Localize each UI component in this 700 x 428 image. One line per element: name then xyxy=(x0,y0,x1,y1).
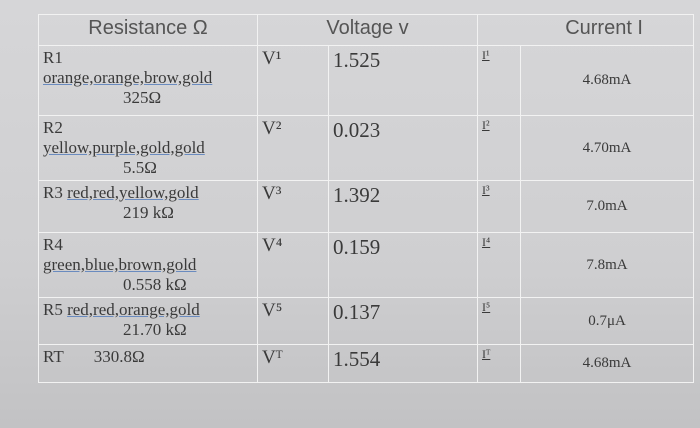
data-table: Resistance Ω Voltage v Current I R1 oran… xyxy=(38,14,694,383)
table-row: RT 330.8Ω Vᵀ 1.554 Iᵀ 4.68mA xyxy=(38,344,694,383)
resistance-value: 5.5Ω xyxy=(123,158,157,177)
color-bands: orange,orange,brow,gold xyxy=(43,68,213,87)
color-bands: red,red,orange,gold xyxy=(67,300,200,319)
table-body: R1 orange,orange,brow,gold 325Ω V¹ 1.525 I¹ 4… xyxy=(38,45,694,383)
color-bands: red,red,yellow,gold xyxy=(67,183,199,202)
voltage-value: 1.525 xyxy=(328,45,478,116)
voltage-value: 0.159 xyxy=(328,232,478,298)
header-row: Resistance Ω Voltage v Current I xyxy=(38,14,694,46)
table-row: R5 red,red,orange,gold 21.70 kΩ V⁵ 0.137 I⁵ 0… xyxy=(38,297,694,345)
table-row: R3 red,red,yellow,gold 219 kΩ V³ 1.392 I³ 7.0… xyxy=(38,180,694,233)
resistor-name: R5 xyxy=(43,300,63,319)
header-cell: Resistance Ω xyxy=(38,14,258,46)
resistor-name: R3 xyxy=(43,183,63,202)
resistance-cell: R5 red,red,orange,gold 21.70 kΩ xyxy=(38,297,258,345)
current-value: 4.70mA xyxy=(520,115,694,181)
resistance-value: 330.8Ω xyxy=(93,347,145,366)
resistance-value: 21.70 kΩ xyxy=(123,320,187,339)
resistor-line: RT 330.8Ω xyxy=(43,347,253,367)
voltage-value: 0.023 xyxy=(328,115,478,181)
table-row: R2 yellow,purple,gold,gold 5.5Ω V² 0.023 I² 4… xyxy=(38,115,694,181)
resistor-line: R2 yellow,purple,gold,gold xyxy=(43,118,253,158)
resistor-name: R4 xyxy=(43,235,63,254)
current-value: 4.68mA xyxy=(520,344,694,383)
table-row: R1 orange,orange,brow,gold 325Ω V¹ 1.525 I¹ 4… xyxy=(38,45,694,116)
voltage-label: V² xyxy=(257,115,329,181)
voltage-label: V⁵ xyxy=(257,297,329,345)
current-value: 4.68mA xyxy=(520,45,694,116)
voltage-value: 1.554 xyxy=(328,344,478,383)
resistor-name: R2 xyxy=(43,118,63,137)
current-label: I⁴ xyxy=(477,232,521,298)
resistor-line: R3 red,red,yellow,gold xyxy=(43,183,253,203)
resistance-value: 0.558 kΩ xyxy=(123,275,187,294)
current-label: Iᵀ xyxy=(477,344,521,383)
color-bands: green,blue,brown,gold xyxy=(43,255,197,274)
current-label: I² xyxy=(477,115,521,181)
resistance-cell: R2 yellow,purple,gold,gold 5.5Ω xyxy=(38,115,258,181)
voltage-label: V³ xyxy=(257,180,329,233)
voltage-label: Vᵀ xyxy=(257,344,329,383)
current-label: I⁵ xyxy=(477,297,521,345)
table-row: R4 green,blue,brown,gold 0.558 kΩ V⁴ 0.159 I… xyxy=(38,232,694,298)
current-value: 0.7μA xyxy=(520,297,694,345)
resistor-line: R1 orange,orange,brow,gold xyxy=(43,48,253,88)
resistance-cell: R4 green,blue,brown,gold 0.558 kΩ xyxy=(38,232,258,298)
color-bands: yellow,purple,gold,gold xyxy=(43,138,205,157)
voltage-label: V¹ xyxy=(257,45,329,116)
resistor-line: R5 red,red,orange,gold xyxy=(43,300,253,320)
header-cell: Voltage v xyxy=(257,14,478,46)
voltage-value: 0.137 xyxy=(328,297,478,345)
voltage-label: V⁴ xyxy=(257,232,329,298)
resistance-cell: R3 red,red,yellow,gold 219 kΩ xyxy=(38,180,258,233)
resistor-name: RT xyxy=(43,347,64,366)
resistance-value: 219 kΩ xyxy=(123,203,174,222)
current-value: 7.0mA xyxy=(520,180,694,233)
resistance-value: 325Ω xyxy=(123,88,162,107)
current-label: I¹ xyxy=(477,45,521,116)
voltage-value: 1.392 xyxy=(328,180,478,233)
current-value: 7.8mA xyxy=(520,232,694,298)
resistance-cell: R1 orange,orange,brow,gold 325Ω xyxy=(38,45,258,116)
resistor-name: R1 xyxy=(43,48,63,67)
current-label: I³ xyxy=(477,180,521,233)
resistance-cell: RT 330.8Ω xyxy=(38,344,258,383)
header-cell: Current I xyxy=(477,14,694,46)
resistor-line: R4 green,blue,brown,gold xyxy=(43,235,253,275)
